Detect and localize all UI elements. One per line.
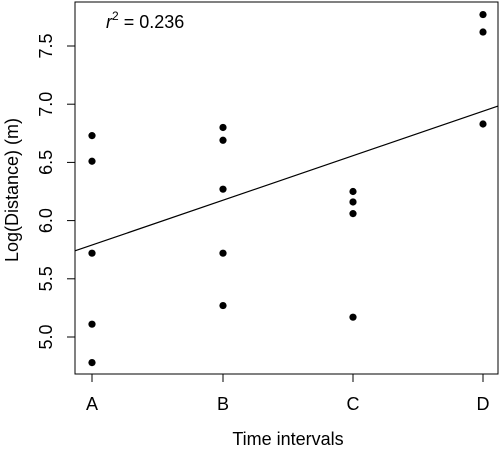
y-axis-title: Log(Distance) (m) [2, 118, 22, 262]
data-point [88, 359, 96, 367]
x-axis-title: Time intervals [232, 429, 343, 449]
data-point [349, 210, 357, 218]
y-tick-label: 7.5 [36, 33, 56, 58]
y-tick-label: 6.5 [36, 150, 56, 175]
data-point [88, 132, 96, 140]
y-axis: 5.0 5.5 6.0 6.5 7.0 7.5 [36, 33, 75, 350]
y-tick-label: 7.0 [36, 92, 56, 117]
plot-frame [74, 1, 499, 375]
data-point [479, 10, 487, 19]
data-point [219, 249, 227, 257]
r-superscript: 2 [112, 9, 119, 23]
data-point [219, 123, 227, 132]
y-tick-label: 5.0 [36, 324, 56, 349]
data-point [88, 320, 96, 328]
x-tick-label: A [86, 394, 98, 414]
y-tick-label: 6.0 [36, 208, 56, 233]
data-point [88, 249, 96, 257]
x-axis: A B C D [86, 374, 490, 414]
regression-line [74, 105, 499, 252]
data-point [88, 157, 96, 165]
r-symbol: r [106, 12, 113, 32]
y-tick-label: 5.5 [36, 266, 56, 291]
data-point [479, 120, 487, 128]
data-point [219, 301, 227, 310]
data-point [349, 198, 357, 206]
x-tick-label: B [217, 394, 229, 414]
r-squared-annotation: r2 = 0.236 [106, 9, 184, 32]
data-points [88, 10, 487, 367]
data-point [349, 313, 357, 321]
data-point [219, 136, 227, 144]
data-point [479, 28, 487, 36]
x-tick-label: C [347, 394, 360, 414]
r-squared-value: = 0.236 [119, 12, 185, 32]
data-point [219, 185, 227, 193]
data-point [349, 187, 357, 196]
x-tick-label: D [477, 394, 490, 414]
